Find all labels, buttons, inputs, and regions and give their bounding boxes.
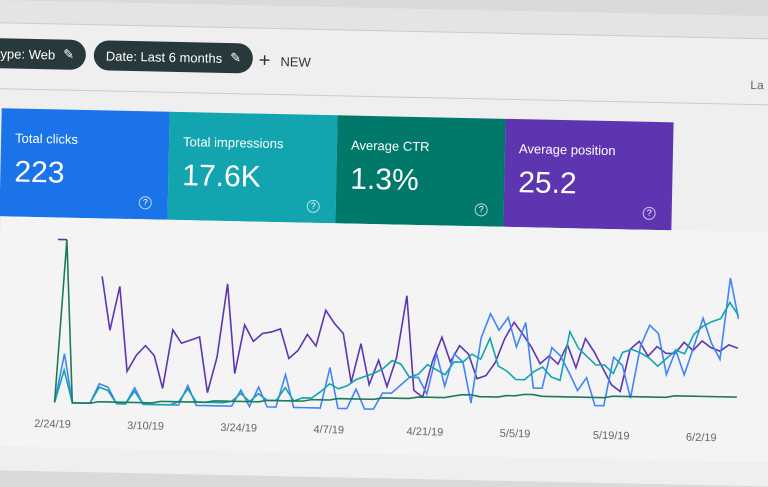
x-tick-label: 3/10/19: [127, 420, 164, 433]
filter-label: Date: Last 6 months: [105, 47, 223, 66]
card-label: Average CTR: [350, 137, 430, 155]
performance-chart: 2/24/19 3/10/19 3/24/19 4/7/19 4/21/19 5/5/19…: [34, 238, 740, 445]
card-label: Total impressions: [182, 134, 284, 152]
help-icon[interactable]: ?: [642, 206, 656, 220]
card-value: 25.2: [517, 166, 578, 201]
x-tick-label: 5/19/19: [593, 430, 630, 443]
x-tick-label: 3/24/19: [220, 422, 257, 435]
filter-label: type: Web: [0, 45, 56, 62]
card-average-ctr[interactable]: Average CTR 1.3%?: [335, 115, 506, 227]
card-value: 223: [14, 155, 65, 190]
help-icon[interactable]: ?: [306, 199, 320, 213]
metric-cards: Total clicks 223? Total impressions 17.6K?…: [0, 108, 674, 231]
help-icon[interactable]: ?: [138, 196, 152, 210]
chart-panel: 2/24/19 3/10/19 3/24/19 4/7/19 4/21/19 5/5/19…: [0, 216, 768, 463]
top-bar: [0, 0, 768, 40]
series-line-0: [57, 238, 739, 399]
x-tick-label: 2/24/19: [34, 418, 71, 431]
series-line-3: [53, 239, 737, 404]
new-filter-button[interactable]: + NEW: [259, 50, 312, 74]
pencil-icon: ✎: [63, 46, 75, 62]
new-label: NEW: [280, 54, 311, 70]
plus-icon: +: [258, 49, 271, 72]
card-total-impressions[interactable]: Total impressions 17.6K?: [167, 111, 338, 224]
x-tick-label: 5/5/19: [500, 428, 531, 441]
x-tick-label: 4/21/19: [406, 426, 443, 439]
x-tick-label: 6/2/19: [686, 432, 717, 445]
series-line-1: [53, 277, 740, 410]
card-label: Total clicks: [14, 130, 79, 147]
divider: [0, 87, 768, 106]
card-total-clicks[interactable]: Total clicks 223?: [0, 108, 170, 220]
card-average-position[interactable]: Average position 25.2?: [503, 118, 674, 231]
filter-chip-date[interactable]: Date: Last 6 months ✎: [93, 40, 254, 74]
filter-chip-type[interactable]: type: Web ✎: [0, 37, 87, 71]
card-value: 17.6K: [182, 159, 262, 194]
pencil-icon: ✎: [230, 50, 242, 66]
x-tick-label: 4/7/19: [313, 424, 344, 437]
help-icon[interactable]: ?: [474, 203, 488, 217]
truncated-text: La: [750, 77, 764, 93]
card-value: 1.3%: [349, 162, 420, 198]
series-line-2: [53, 300, 740, 406]
card-label: Average position: [518, 141, 616, 159]
